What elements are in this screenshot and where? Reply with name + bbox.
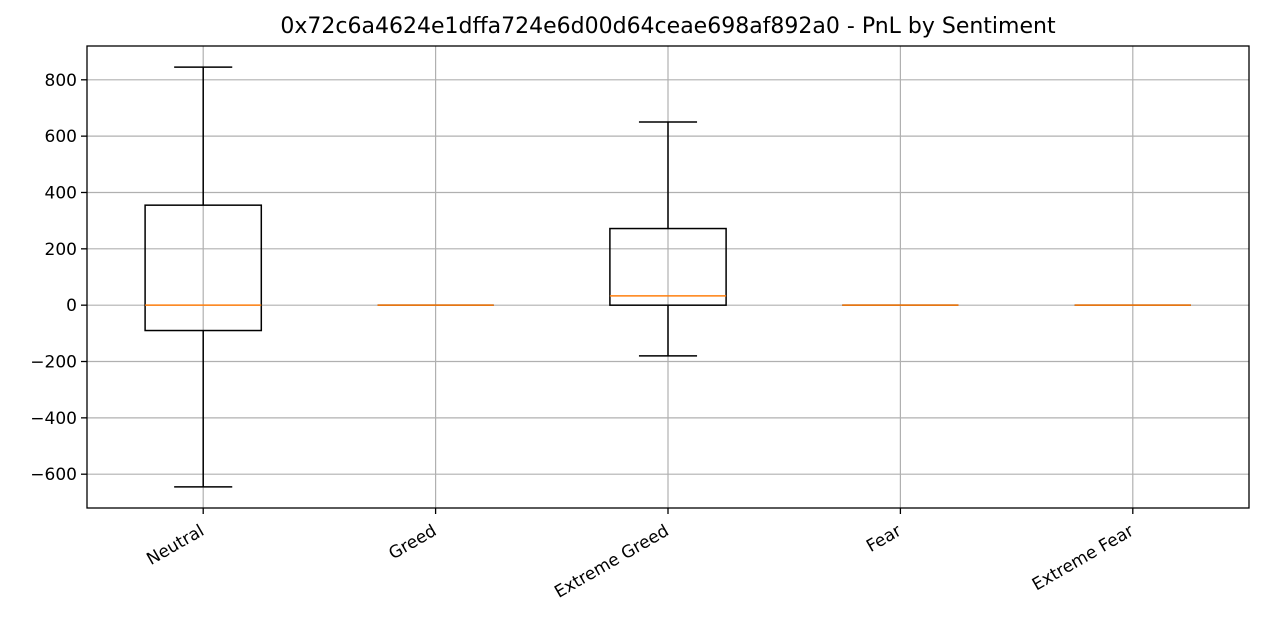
y-tick-label: 600 [45, 127, 77, 147]
x-tick-label: Extreme Fear [1029, 521, 1137, 595]
y-tick-label: −600 [30, 465, 77, 485]
x-tick-label: Neutral [143, 521, 207, 570]
box-neutral [144, 66, 263, 488]
y-tick-label: −400 [30, 409, 77, 429]
boxes-layer [144, 66, 1191, 488]
y-axis: −600 −400 −200 0 200 400 600 800 [30, 71, 87, 485]
x-tick-label: Extreme Greed [551, 521, 672, 603]
box-extreme-greed [609, 121, 727, 357]
x-tick-label: Greed [385, 521, 440, 564]
y-tick-label: −200 [30, 353, 77, 373]
box-iqr [609, 227, 727, 306]
x-tick-label: Fear [863, 521, 905, 557]
y-tick-label: 400 [45, 183, 77, 203]
y-tick-label: 0 [66, 296, 77, 316]
box-iqr [144, 204, 263, 332]
y-tick-label: 200 [45, 240, 77, 260]
x-axis: Neutral Greed Extreme Greed Fear Extreme Fea… [143, 508, 1137, 603]
y-tick-label: 800 [45, 71, 77, 91]
chart-title: 0x72c6a4624e1dffa724e6d00d64ceae698af892… [280, 14, 1056, 39]
